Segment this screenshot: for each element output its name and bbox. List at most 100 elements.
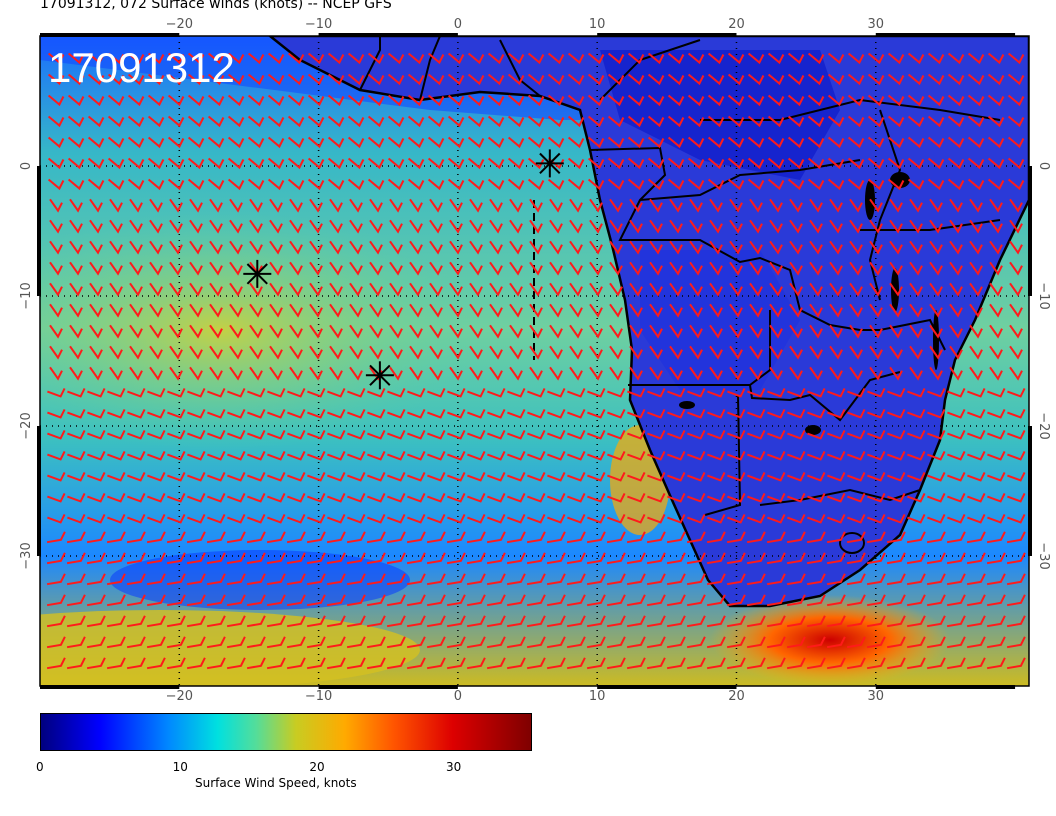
wind-barb — [729, 240, 743, 255]
wind-barb — [166, 531, 186, 544]
wind-barb — [566, 657, 586, 670]
wind-barb — [247, 492, 266, 503]
wind-barb — [146, 636, 166, 649]
wind-barb — [726, 657, 746, 670]
wind-barb — [69, 261, 83, 276]
wind-barb — [807, 73, 825, 86]
wind-barb — [989, 219, 1003, 234]
wind-barb — [46, 594, 66, 607]
wind-barb — [987, 115, 1005, 128]
wind-barb — [447, 157, 465, 170]
wind-barb — [547, 52, 565, 65]
wind-barb — [629, 324, 643, 339]
wind-barb — [449, 345, 463, 360]
wind-barb — [287, 471, 306, 482]
wind-barb — [389, 303, 403, 318]
wind-barb — [429, 219, 443, 234]
wind-barb — [486, 636, 506, 649]
wind-barb — [947, 94, 965, 107]
wind-barb — [87, 429, 106, 440]
wind-barb — [607, 471, 626, 482]
wind-barb — [607, 429, 626, 440]
wind-barb — [669, 366, 683, 381]
wind-barb — [407, 157, 425, 170]
wind-barb — [506, 531, 526, 544]
wind-barb — [306, 636, 326, 649]
wind-barb — [149, 240, 163, 255]
wind-barb — [249, 282, 263, 297]
wind-barb — [347, 471, 366, 482]
wind-barb — [409, 219, 423, 234]
wind-barb — [509, 282, 523, 297]
wind-barb — [407, 73, 425, 86]
wind-barb — [1009, 240, 1023, 255]
wind-barb — [969, 261, 983, 276]
wind-barb — [687, 450, 706, 461]
wind-barb — [427, 136, 445, 149]
wind-barb — [407, 115, 425, 128]
wind-barb — [886, 552, 906, 565]
wind-barb — [467, 471, 486, 482]
wind-barb — [226, 573, 246, 586]
frame-bar — [1028, 426, 1032, 556]
wind-barb — [146, 531, 166, 544]
wind-barb — [727, 513, 746, 524]
wind-barb — [687, 115, 705, 128]
wind-barb — [229, 345, 243, 360]
wind-barb — [767, 52, 785, 65]
wind-barb — [447, 513, 466, 524]
wind-barb — [647, 492, 666, 503]
wind-barb — [849, 303, 863, 318]
wind-barb — [907, 136, 925, 149]
wind-barb — [787, 115, 805, 128]
wind-barb — [227, 94, 245, 107]
wind-barb — [146, 657, 166, 670]
wind-barb — [569, 282, 583, 297]
wind-barb — [689, 219, 703, 234]
wind-barb — [726, 552, 746, 565]
wind-barb — [127, 387, 146, 398]
wind-barb — [689, 324, 703, 339]
wind-barb — [187, 52, 205, 65]
wind-barb — [886, 573, 906, 586]
wind-barb — [907, 408, 926, 419]
wind-barb — [729, 282, 743, 297]
wind-barb — [729, 303, 743, 318]
wind-barb — [167, 178, 185, 191]
wind-barb — [407, 513, 426, 524]
wind-barb — [487, 52, 505, 65]
wind-barb — [306, 657, 326, 670]
wind-barb — [849, 282, 863, 297]
wind-barb — [867, 387, 886, 398]
frame-bar — [597, 685, 737, 689]
wind-barb — [487, 450, 506, 461]
wind-barb — [729, 219, 743, 234]
wind-barb — [887, 513, 906, 524]
wind-barb — [987, 52, 1005, 65]
wind-barb — [986, 573, 1006, 586]
wind-barb — [466, 573, 486, 586]
wind-barb — [749, 345, 763, 360]
wind-barb — [207, 73, 225, 86]
wind-barb — [647, 178, 665, 191]
wind-barb — [587, 136, 605, 149]
wind-barb — [726, 615, 746, 628]
wind-barb — [606, 636, 626, 649]
wind-barb — [667, 157, 685, 170]
wind-barb — [626, 636, 646, 649]
wind-barb — [847, 471, 866, 482]
wind-barb — [827, 492, 846, 503]
wind-barb — [229, 282, 243, 297]
wind-barb — [387, 157, 405, 170]
wind-barb — [826, 552, 846, 565]
wind-barb — [846, 636, 866, 649]
wind-barb — [187, 136, 205, 149]
frame-bar — [40, 685, 180, 689]
wind-barb — [367, 73, 385, 86]
frame-bar — [40, 33, 180, 37]
wind-barb — [966, 573, 986, 586]
wind-barb — [927, 157, 945, 170]
wind-barb — [709, 261, 723, 276]
wind-barb — [627, 178, 645, 191]
wind-barb — [146, 594, 166, 607]
